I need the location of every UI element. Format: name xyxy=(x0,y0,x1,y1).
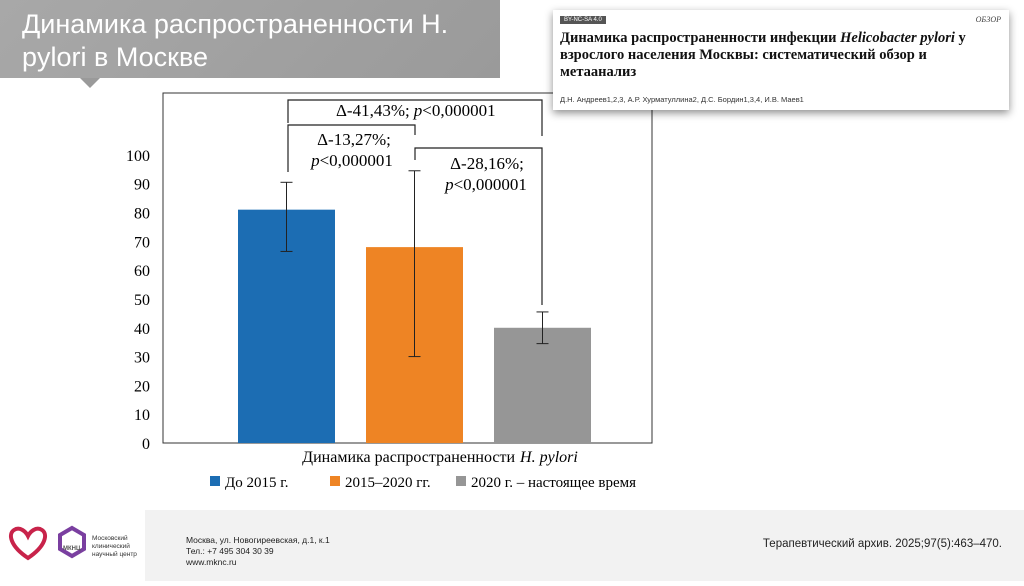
slide-title: Динамика распространенности H. pylori в … xyxy=(22,9,449,72)
y-tick-label: 50 xyxy=(134,292,150,309)
legend-label: 2020 г. – настоящее время xyxy=(471,475,636,491)
address: Москва, ул. Новогиреевская, д.1, к.1 xyxy=(186,535,330,545)
y-tick-label: 40 xyxy=(134,321,150,338)
error-bar xyxy=(536,311,549,345)
logo-name: Московский клинический научный центр xyxy=(92,535,137,559)
y-tick-label: 30 xyxy=(134,350,150,367)
annotation-text: <0,000001 xyxy=(422,101,495,120)
footer: МКНЦ Московский клинический научный центр … xyxy=(0,510,1024,581)
bar xyxy=(494,327,591,443)
contacts: Москва, ул. Новогиреевская, д.1, к.1 Тел.… xyxy=(186,535,330,568)
y-tick-label: 70 xyxy=(134,234,150,251)
phone: Тел.: +7 495 304 30 39 xyxy=(186,546,274,556)
error-bar xyxy=(280,181,293,252)
bracket xyxy=(287,124,416,172)
y-tick-label: 0 xyxy=(142,436,150,453)
annotation: p<0,000001 xyxy=(444,175,527,194)
logo-line: Московский xyxy=(92,535,128,542)
article-title: Динамика распространенности инфекции Hel… xyxy=(560,30,990,81)
site: www.mknc.ru xyxy=(186,557,237,567)
header: Динамика распространенности H. pylori в … xyxy=(0,0,500,78)
hexagon xyxy=(58,525,86,559)
annotation: Δ-13,27%; xyxy=(317,130,391,149)
annotation-italic: p xyxy=(310,151,320,170)
title-part: у взрослого населения Москвы: систематич… xyxy=(560,30,966,80)
legend-label: 2015–2020 гг. xyxy=(345,475,431,491)
annotation-italic: p xyxy=(413,101,423,120)
logo: МКНЦ Московский клинический научный центр xyxy=(0,510,145,581)
annotation-text: <0,000001 xyxy=(320,151,393,170)
authors: Д.Н. Андреев1,2,3, А.Р. Хурматуллина2, Д… xyxy=(560,95,804,104)
error-bar xyxy=(408,170,421,358)
y-tick-label: 100 xyxy=(126,148,150,165)
legend-swatch xyxy=(456,476,466,486)
legend-swatch xyxy=(330,476,340,486)
x-label-italic: H. pylori xyxy=(519,449,578,466)
annotation-text: <0,000001 xyxy=(454,175,527,194)
brackets xyxy=(287,99,543,305)
bracket xyxy=(414,147,543,305)
logo-line: клинический xyxy=(92,543,130,550)
legend-swatch xyxy=(210,476,220,486)
bracket xyxy=(287,99,543,136)
annotation: Δ-28,16%; xyxy=(450,154,524,173)
annotation-label: Δ-13,27%; xyxy=(317,130,391,149)
x-label-text: Динамика распространенности xyxy=(302,449,515,466)
logo-line: научный центр xyxy=(92,551,137,558)
reference: Терапевтический архив. 2025;97(5):463–47… xyxy=(762,538,1002,550)
section: ОБЗОР xyxy=(975,15,1001,24)
annotation-italic: p xyxy=(444,175,454,194)
logo-icon xyxy=(9,525,86,561)
article-card: BY-NC-SA 4.0 ОБЗОР Динамика распростране… xyxy=(553,10,1009,110)
y-tick-label: 20 xyxy=(134,378,150,395)
title-part: Динамика распространенности инфекции xyxy=(560,30,837,46)
y-tick-label: 90 xyxy=(134,177,150,194)
heart xyxy=(9,526,47,561)
annotation: p<0,000001 xyxy=(310,151,393,170)
legend-label: До 2015 г. xyxy=(225,475,288,491)
y-tick-label: 80 xyxy=(134,206,150,223)
header-pointer xyxy=(80,78,100,88)
y-tick-label: 60 xyxy=(134,263,150,280)
logo-short: МКНЦ xyxy=(63,546,81,552)
y-tick-label: 10 xyxy=(134,407,150,424)
license: BY-NC-SA 4.0 xyxy=(560,16,606,24)
annotation-label: Δ-28,16%; xyxy=(450,154,524,173)
x-axis-label: Динамика распространенности H. pylori xyxy=(302,449,578,466)
title-part: Helicobacter pylori xyxy=(840,30,955,46)
annotation: Δ-41,43%; p<0,000001 xyxy=(336,101,496,120)
chart: 0 10 20 30 40 50 60 70 80 90 100 До 2015 г. 2015–202… xyxy=(80,78,653,491)
annotation-label: Δ-41,43%; xyxy=(336,101,410,120)
